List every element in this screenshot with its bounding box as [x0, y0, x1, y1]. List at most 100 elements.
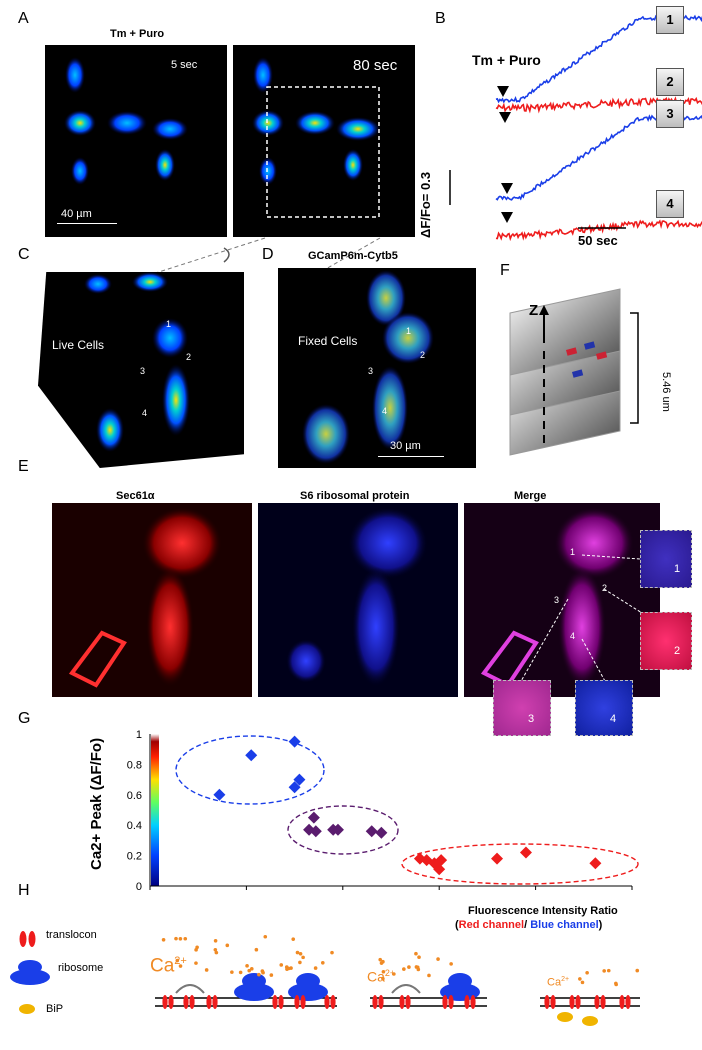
fixed-cells-label: Fixed Cells	[298, 334, 358, 348]
panel-label-d: D	[262, 246, 274, 263]
data-point	[245, 749, 258, 762]
data-point	[491, 852, 504, 865]
scale-bar-a	[57, 223, 117, 224]
y-tick-label: 0.2	[127, 851, 142, 863]
z-axis-label: Z	[529, 302, 539, 319]
inset-label-3: 3	[528, 713, 535, 725]
cells-image-80sec	[252, 57, 380, 218]
micrograph-80sec: 80 sec	[233, 45, 415, 237]
inset-label-2: 2	[674, 645, 681, 657]
stim-arrow-3	[501, 183, 513, 194]
legend-bip: BiP	[46, 1003, 64, 1015]
data-point	[435, 854, 448, 867]
data-point	[288, 781, 301, 794]
live-cells-image	[84, 272, 190, 452]
panel-label-b: B	[435, 10, 446, 27]
inset-3: 3	[493, 680, 551, 736]
membrane-scene-1	[155, 973, 337, 1007]
scale-label-a: 40 µm	[61, 208, 92, 220]
chart-x-sublabel: (Red channel/ Blue channel)	[455, 919, 603, 931]
data-point	[420, 854, 433, 867]
y-tick-label: 0	[136, 881, 142, 890]
image-sec61	[52, 503, 252, 697]
curved-arrow-icon	[223, 247, 230, 263]
slice-top	[509, 288, 621, 376]
legend-translocon: translocon	[46, 929, 97, 941]
colorbar	[151, 734, 159, 886]
chart-x-label: Fluorescence Intensity Ratio	[468, 905, 618, 917]
cluster-purple	[287, 805, 399, 855]
fixed-point-1: 1	[406, 326, 412, 336]
live-point-1: 1	[166, 319, 172, 329]
time-label-5sec: 5 sec	[171, 59, 198, 71]
e-title-merge: Merge	[514, 490, 547, 502]
legend-translocon-icon	[19, 931, 27, 947]
data-point	[303, 823, 316, 836]
data-point	[433, 863, 446, 876]
data-point	[307, 811, 320, 824]
e-title-sec61: Sec61α	[116, 490, 155, 502]
panel-a-title: Tm + Puro	[110, 28, 165, 40]
legend-bip-icon	[19, 1004, 35, 1014]
x-sublabel-red: Red channel	[458, 919, 525, 931]
trace-label-3: 3	[656, 100, 684, 128]
trace-2	[495, 96, 702, 114]
live-point-2: 2	[186, 352, 192, 362]
micrograph-fixed-cells: Fixed Cells 1 2 3 4 30 µm	[278, 268, 476, 468]
y-tick-label: 0.6	[127, 790, 142, 802]
stim-arrow-4	[501, 212, 513, 223]
schematic-h	[10, 931, 640, 1026]
inset-label-4: 4	[610, 713, 617, 725]
trace-label-1: 1	[656, 6, 684, 34]
stim-arrow-1	[497, 86, 509, 97]
depth-bracket	[630, 312, 639, 424]
y-tick-label: 1	[136, 729, 142, 741]
data-point	[519, 846, 532, 859]
ca-label-3: Ca2+	[547, 976, 570, 989]
trace-label-2: 2	[656, 68, 684, 96]
merge-point-3: 3	[554, 595, 560, 605]
micrograph-5sec: 5 sec 40 µm	[45, 45, 227, 237]
data-point	[288, 735, 301, 748]
time-label-80sec: 80 sec	[353, 57, 398, 74]
cells-image-5sec	[64, 57, 188, 185]
merge-point-4: 4	[570, 631, 576, 641]
cluster-red	[401, 843, 639, 885]
data-point	[375, 826, 388, 839]
panel-label-a: A	[18, 10, 29, 27]
data-point	[413, 852, 426, 865]
data-point	[309, 825, 322, 838]
panel-d-title: GCamP6m-Cytb5	[308, 250, 398, 262]
y-tick-label: 0.4	[127, 820, 142, 832]
inset-2: 2	[640, 612, 692, 670]
e-title-s6: S6 ribosomal protein	[300, 490, 410, 502]
trace-label-4: 4	[656, 190, 684, 218]
live-point-4: 4	[142, 408, 148, 418]
fixed-point-2: 2	[420, 350, 426, 360]
data-point	[331, 823, 344, 836]
data-point	[365, 825, 378, 838]
image-merge: 1 2 3 4	[464, 503, 660, 697]
cluster-blue	[175, 735, 325, 805]
stim-arrow-2	[499, 112, 511, 123]
zoom-connectors	[139, 237, 381, 279]
panel-b-title: Tm + Puro	[472, 52, 541, 68]
inset-4: 4	[575, 680, 633, 736]
inset-1: 1	[640, 530, 692, 588]
scale-bar-d	[378, 456, 444, 457]
fixed-cells-image	[302, 270, 434, 464]
chart-y-label: Ca2+ Peak (ΔF/Fo)	[88, 737, 105, 870]
trace-3	[495, 114, 702, 201]
trace-4	[495, 219, 702, 242]
legend-ribosome: ribosome	[58, 962, 104, 974]
panel-label-f: F	[500, 262, 510, 279]
x-sublabel-blue: Blue channel	[530, 919, 599, 931]
scatter-chart: 01234500.20.40.60.81	[127, 729, 639, 890]
micrograph-live-cells: Live Cells 1 2 3 4	[38, 272, 244, 468]
ca-label-2: Ca2+	[367, 968, 396, 985]
scale-label-d: 30 µm	[390, 440, 421, 452]
inset-label-1: 1	[674, 563, 681, 575]
live-point-3: 3	[140, 366, 146, 376]
x-scale-label: 50 sec	[578, 233, 618, 248]
merge-point-2: 2	[602, 583, 608, 593]
